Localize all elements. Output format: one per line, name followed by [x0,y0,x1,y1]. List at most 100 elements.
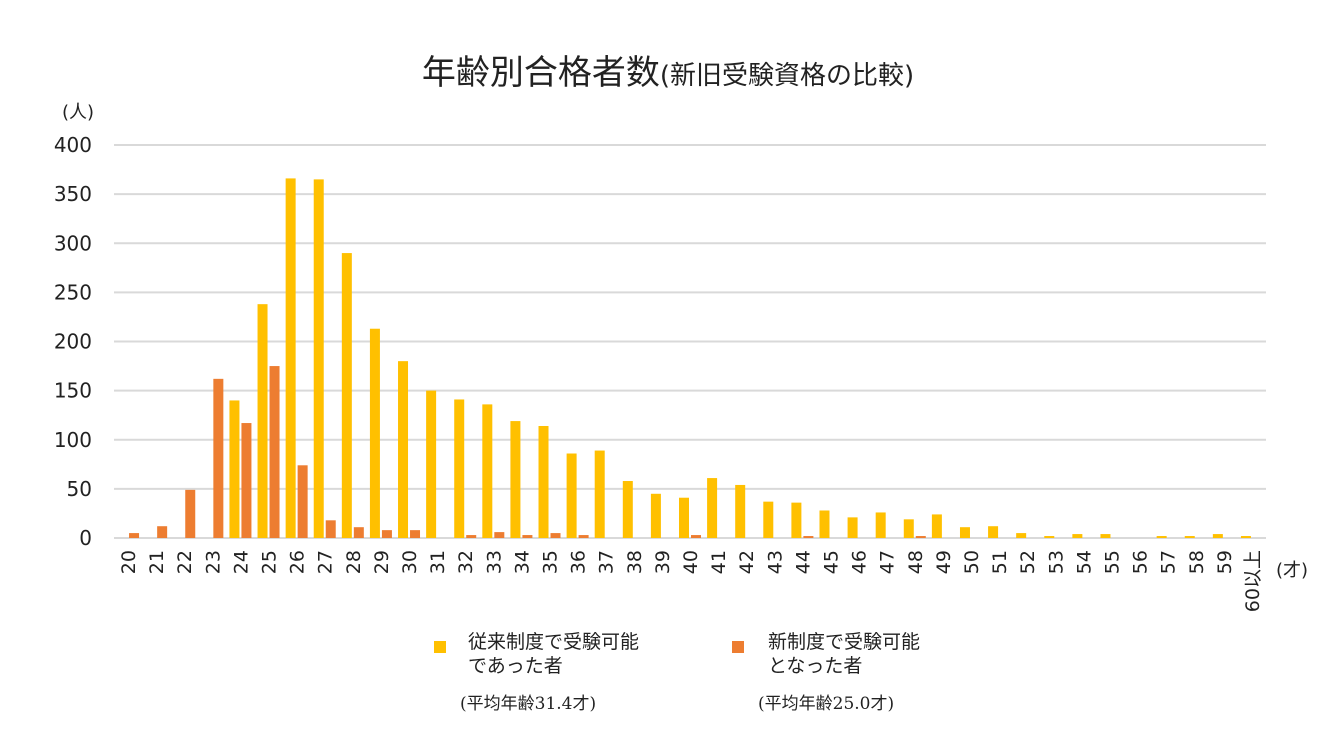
bar-new [213,378,224,538]
bar-conventional [903,519,914,538]
legend-label-line: となった者 [768,655,863,677]
x-tick-label: 56 [1130,550,1152,574]
bar-conventional [1156,536,1167,538]
x-tick-label: 48 [905,550,927,574]
bar-new [157,526,168,538]
x-tick-label: 53 [1045,550,1067,574]
bar-conventional [566,453,577,538]
x-tick-label: 55 [1101,550,1123,574]
bar-conventional [454,399,465,538]
gridlines [114,144,1266,539]
bar-conventional [1016,533,1027,538]
y-tick-label: 150 [54,379,92,403]
chart-subtitle: (新旧受験資格の比較) [659,61,915,91]
bar-conventional [1100,534,1111,538]
x-tick-label: 37 [596,550,618,574]
bar-conventional [398,361,409,538]
x-tick-label: 30 [399,550,421,574]
bar-new [269,366,280,538]
bar-conventional [679,497,689,538]
x-tick-label: 25 [259,550,281,574]
bar-new [522,535,533,538]
legend-note-conventional: (平均年齢31.4才) [460,694,597,714]
x-tick-label: 42 [736,550,758,574]
bar-conventional [341,253,352,538]
x-tick-label: 45 [820,550,842,574]
x-tick-label: 60以上 [1242,550,1264,612]
legend-swatch-new [732,641,744,653]
bar-conventional [1212,534,1223,538]
bar-new [803,536,814,538]
bar-conventional [791,502,802,538]
legend-swatch-conventional [434,641,446,653]
bar-new [578,535,589,538]
x-tick-label: 47 [877,550,899,574]
bar-new [550,533,561,538]
x-tick-label: 33 [483,550,505,574]
x-tick-label: 51 [989,550,1011,574]
bar-conventional [707,478,718,538]
x-tick-label: 38 [624,550,646,574]
y-tick-label: 400 [54,133,92,157]
x-tick-label: 57 [1158,550,1180,574]
x-tick-label: 21 [146,550,168,574]
x-tick-label: 22 [174,550,196,574]
x-tick-label: 26 [287,550,309,574]
bar-new [466,535,477,538]
bar-conventional [594,450,605,538]
bar-conventional [313,179,324,538]
x-tick-label: 59 [1214,550,1236,574]
legend-label-conventional: 従来制度で受験可能 であった者 [468,630,639,678]
bar-conventional [510,421,521,538]
bar-conventional [285,178,296,538]
bar-new [325,520,336,538]
bar-new [410,530,421,538]
x-tick-label: 35 [540,550,562,574]
x-tick-label: 36 [568,550,590,574]
bar-conventional [959,527,970,538]
x-tick-label: 20 [118,550,140,574]
bar-conventional [1240,536,1251,538]
bars [129,178,1251,538]
x-tick-label: 23 [202,550,224,574]
bar-conventional [538,425,549,538]
bar-conventional [735,484,746,538]
y-tick-label: 300 [54,231,92,255]
x-tick-label: 28 [343,550,365,574]
bar-conventional [1044,536,1055,538]
chart-title: 年齢別合格者数 [421,53,660,93]
legend-label-line: であった者 [468,655,563,677]
x-tick-label: 29 [371,550,393,574]
x-unit-label: (才) [1276,560,1308,581]
x-tick-label: 27 [315,550,337,574]
bar-conventional [988,526,999,538]
legend-label-new: 新制度で受験可能 となった者 [768,630,920,678]
x-tick-label: 44 [792,550,814,574]
x-tick-label: 46 [849,550,871,574]
y-unit-label: (人) [62,102,94,123]
y-tick-label: 0 [79,526,92,550]
bar-new [241,423,252,538]
x-tick-label: 39 [652,550,674,574]
x-tick-label: 24 [230,550,252,574]
bar-conventional [931,514,942,538]
x-tick-label: 40 [680,550,702,574]
bar-new [494,532,505,538]
bar-conventional [229,400,240,538]
bar-new [297,465,308,538]
x-tick-label: 54 [1073,550,1095,574]
x-tick-label: 43 [764,550,786,574]
x-tick-label: 41 [708,550,730,574]
x-tick-label: 34 [511,550,533,574]
x-tick-label: 31 [427,550,449,574]
bar-new [129,533,140,538]
bar-new [353,527,364,538]
bar-conventional [622,481,633,538]
bar-conventional [1072,534,1083,538]
legend-label-line: 従来制度で受験可能 [468,631,640,653]
x-tick-label: 49 [933,550,955,574]
y-tick-label: 250 [54,280,92,304]
x-tick-label: 58 [1186,550,1208,574]
bar-conventional [482,404,493,538]
x-tick-label: 50 [961,550,983,574]
